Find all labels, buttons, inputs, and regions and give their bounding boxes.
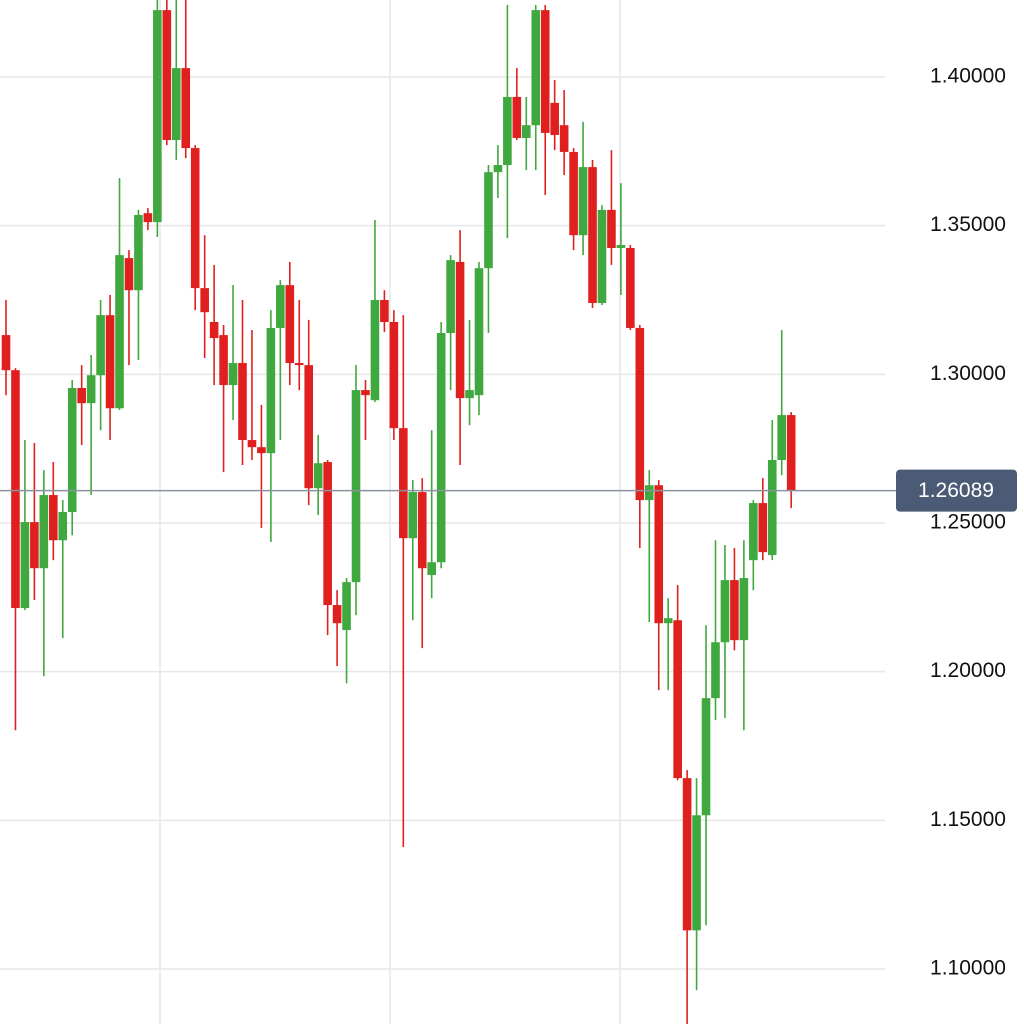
candle-body: [124, 258, 134, 291]
candle-body: [465, 390, 474, 399]
y-tick-label: 1.20000: [930, 659, 1006, 682]
candle-body: [200, 288, 209, 313]
candle-body: [474, 268, 484, 396]
candle-body: [597, 209, 607, 303]
candle-body: [682, 778, 692, 931]
time-grid: [159, 0, 621, 1024]
candle-body: [313, 463, 323, 489]
candle-body: [654, 485, 664, 624]
y-tick-label: 1.25000: [930, 511, 1006, 534]
candle-body: [294, 363, 304, 366]
candle-body: [749, 503, 758, 561]
candle-body: [446, 260, 455, 334]
y-tick-label: 1.10000: [930, 957, 1006, 980]
candle-body: [550, 102, 559, 135]
candle-body: [635, 327, 645, 501]
candle-body: [578, 167, 588, 236]
candle-body: [616, 244, 626, 248]
candle-body: [739, 578, 749, 641]
candle-body: [540, 10, 550, 133]
candle-body: [49, 495, 58, 541]
candle-body: [758, 503, 768, 553]
candle-body: [247, 440, 257, 448]
candle-body: [153, 10, 162, 223]
candle-body: [408, 492, 418, 539]
candle-body: [370, 300, 380, 401]
candle-body: [238, 363, 247, 441]
candle-body: [342, 582, 351, 631]
candle-body: [323, 462, 332, 606]
candle-body: [389, 322, 399, 429]
candle-body: [644, 485, 654, 501]
candle-body: [351, 390, 361, 583]
candle-body: [181, 68, 191, 149]
candle-body: [162, 10, 172, 141]
candle-body: [673, 620, 682, 779]
candle-body: [531, 10, 541, 126]
candle-body: [720, 580, 730, 643]
candle-body: [58, 512, 68, 541]
candle-body: [67, 388, 77, 512]
candle-body: [190, 148, 200, 289]
candle-body: [39, 495, 49, 569]
candle-body: [285, 285, 295, 364]
candle-body: [484, 172, 493, 269]
candle-body: [115, 255, 124, 409]
candle-body: [493, 165, 503, 173]
candle-body: [399, 428, 408, 539]
candle-body: [427, 562, 436, 576]
candle-body: [503, 96, 512, 166]
candle-body: [228, 363, 238, 386]
candle-body: [266, 327, 276, 454]
candle-body: [767, 459, 777, 556]
candle-body: [134, 214, 143, 291]
candle-body: [20, 522, 30, 609]
candle-body: [143, 213, 153, 223]
y-tick-label: 1.15000: [930, 808, 1006, 831]
candle-body: [417, 492, 427, 569]
candle-body: [777, 415, 787, 460]
candle-body: [171, 68, 181, 141]
candle-body: [701, 698, 711, 816]
candle-body: [77, 388, 86, 404]
candle-body: [380, 300, 389, 323]
candle-body: [30, 522, 39, 569]
candle-body: [559, 125, 569, 152]
candle-body: [361, 390, 370, 396]
candle-body: [436, 333, 446, 563]
candle-body: [522, 125, 531, 138]
candle-body: [455, 261, 465, 399]
candle-body: [512, 96, 522, 138]
candle-body: [86, 375, 96, 404]
candle-body: [304, 365, 314, 489]
last-price-tag: [896, 469, 1017, 512]
candle-body: [786, 415, 796, 491]
candle-body: [626, 247, 635, 328]
candle-body: [1, 335, 11, 371]
candle-body: [663, 618, 673, 624]
candle-body: [257, 447, 266, 454]
y-tick-label: 1.30000: [930, 362, 1006, 385]
last-price-label: 1.26089: [918, 479, 994, 502]
candle-body: [11, 370, 20, 609]
candle-body: [730, 580, 739, 641]
candle-body: [276, 285, 285, 328]
candle-body: [332, 605, 342, 624]
candle-body: [588, 167, 597, 303]
y-tick-label: 1.40000: [930, 65, 1006, 88]
candle-body: [692, 815, 701, 931]
candle-body: [209, 322, 219, 339]
y-tick-label: 1.35000: [930, 213, 1006, 236]
candle-body: [96, 315, 105, 376]
candle-body: [607, 209, 616, 248]
candle-body: [569, 151, 578, 236]
candle-body: [219, 335, 228, 386]
candle-body: [711, 642, 720, 699]
candle-body: [105, 315, 115, 409]
